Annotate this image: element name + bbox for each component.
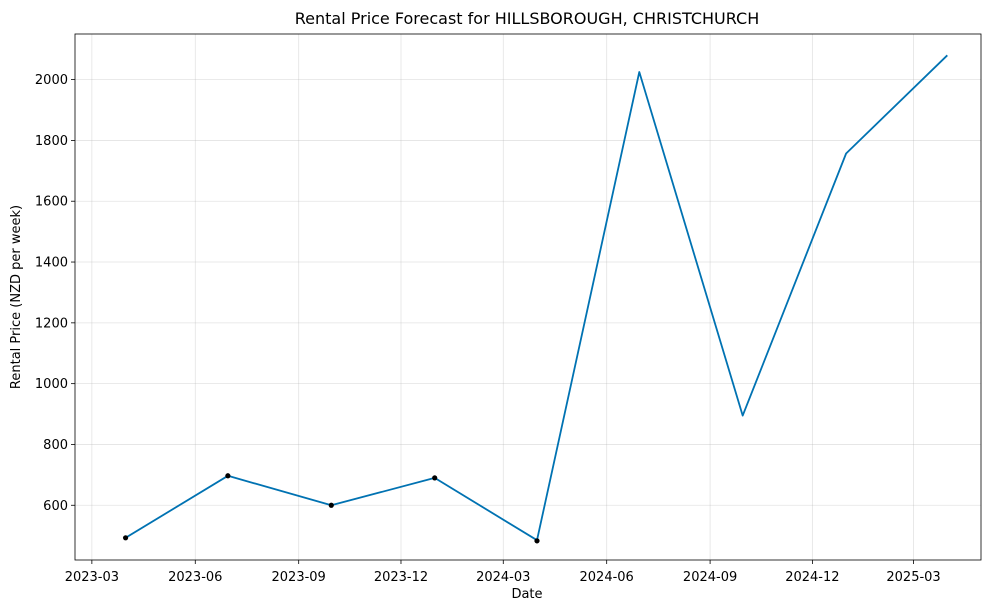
x-tick-label: 2024-12 xyxy=(785,570,839,585)
y-tick-label: 800 xyxy=(43,438,68,453)
x-tick-label: 2023-06 xyxy=(168,570,222,585)
observed-point xyxy=(328,502,334,508)
x-axis-title: Date xyxy=(511,587,542,602)
x-tick-label: 2023-03 xyxy=(65,570,119,585)
observed-point xyxy=(225,473,231,479)
plot-frame xyxy=(74,33,982,561)
observed-point xyxy=(432,475,438,481)
y-axis-title: Rental Price (NZD per week) xyxy=(9,205,24,389)
y-tick-label: 1000 xyxy=(35,377,68,392)
grid xyxy=(75,34,981,560)
observed-point xyxy=(122,535,129,541)
x-tick-label: 2025-03 xyxy=(886,570,940,585)
y-axis: 600 800 1000 1200 1400 1600 1800 2000 xyxy=(35,73,75,514)
x-tick-label: 2024-09 xyxy=(683,570,737,585)
x-axis: 2023-03 2023-06 2023-09 2023-12 2024-03 2024-… xyxy=(65,560,941,585)
y-tick-label: 1200 xyxy=(35,316,68,331)
y-tick-label: 1800 xyxy=(35,134,68,149)
series-layer xyxy=(125,54,948,542)
observed-point xyxy=(534,538,540,544)
x-tick-label: 2024-06 xyxy=(580,570,634,585)
y-tick-label: 2000 xyxy=(35,73,68,88)
x-tick-label: 2024-03 xyxy=(476,570,530,585)
observed-points xyxy=(122,473,540,544)
y-tick-label: 600 xyxy=(43,499,68,514)
chart-title: Rental Price Forecast for HILLSBOROUGH, … xyxy=(295,9,760,28)
y-tick-label: 1400 xyxy=(35,256,68,271)
x-tick-label: 2023-09 xyxy=(272,570,326,585)
forecast-line xyxy=(125,54,948,542)
y-tick-label: 1600 xyxy=(35,195,68,210)
x-tick-label: 2023-12 xyxy=(374,570,428,585)
